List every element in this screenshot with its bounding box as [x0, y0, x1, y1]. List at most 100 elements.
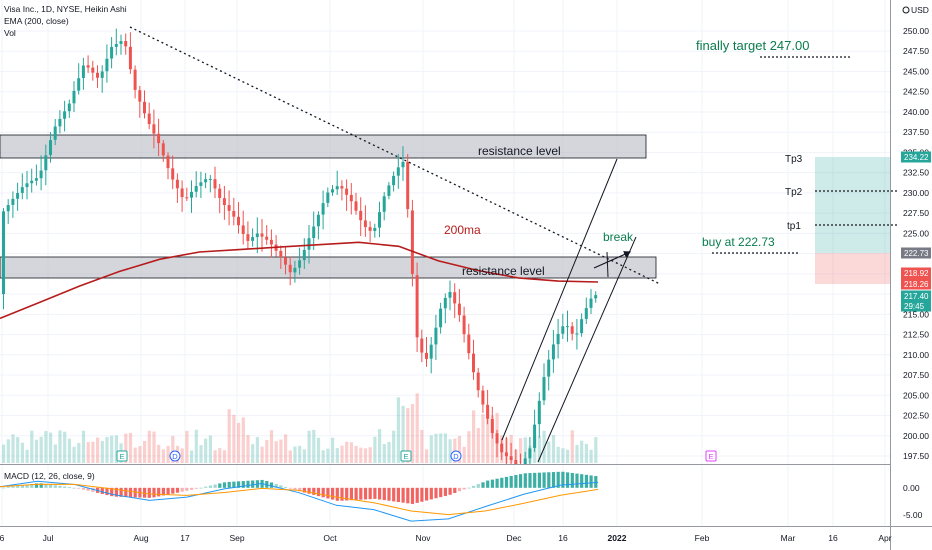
volume-bar	[81, 430, 86, 463]
candle-body	[49, 140, 52, 156]
price-tag: 217.40	[901, 290, 931, 302]
candle-body	[556, 333, 560, 345]
resistance-zone-lower[interactable]	[0, 256, 657, 279]
buy-label: buy at 222.73	[702, 235, 775, 249]
volume-bar	[114, 435, 118, 463]
legend-macd[interactable]: MACD (12, 26, close, 9)	[4, 471, 95, 481]
volume-bar	[232, 414, 236, 463]
price-tick-label: 225.00	[903, 228, 929, 238]
candle-body	[199, 182, 203, 186]
descending-trendline[interactable]	[129, 26, 661, 285]
macd-bar	[392, 487, 396, 502]
macd-bar	[110, 487, 114, 497]
candle-body	[349, 194, 353, 202]
price-tag-label: 222.73	[904, 249, 929, 258]
time-tick-label: Dec	[506, 533, 522, 543]
macd-bar	[561, 471, 565, 488]
candle-body	[194, 186, 198, 192]
volume-bar	[302, 449, 306, 463]
event-marker[interactable]: E	[400, 450, 412, 462]
candle-body	[91, 67, 95, 73]
time-tick-label: Apr	[878, 533, 891, 543]
macd-bar	[194, 487, 198, 489]
price-tag: 218.92	[901, 267, 931, 279]
macd-histogram	[2, 471, 598, 504]
macd-bar	[519, 474, 523, 488]
candle-body	[138, 90, 142, 102]
legend-symbol[interactable]: Visa Inc., 1D, NYSE, Heikin Ashi	[4, 4, 127, 14]
candle-body	[434, 327, 438, 345]
macd-bar	[307, 487, 311, 494]
volume-bar	[457, 435, 462, 463]
resistance-zone-upper[interactable]	[0, 134, 647, 159]
macd-bar	[363, 487, 368, 500]
candle-body	[537, 400, 541, 425]
candle-body	[514, 460, 518, 464]
loss-zone	[815, 253, 890, 284]
macd-signal-line[interactable]	[0, 483, 599, 516]
macd-line[interactable]	[0, 480, 599, 522]
macd-bar	[584, 474, 588, 488]
volume-bar	[547, 441, 551, 463]
event-marker[interactable]: D	[450, 450, 462, 462]
price-tag: 222.73	[901, 247, 931, 259]
candle-body	[509, 456, 513, 460]
candle-body	[171, 168, 175, 180]
event-marker[interactable]: E	[705, 450, 717, 462]
macd-bar	[349, 487, 353, 501]
volume-bar	[25, 449, 29, 463]
time-tick-label: 2022	[608, 533, 627, 543]
legend-ema[interactable]: EMA (200, close)	[4, 16, 69, 26]
volume-bar	[448, 439, 452, 463]
volume-bar	[204, 438, 208, 463]
macd-bar	[472, 485, 476, 488]
macd-bar	[580, 474, 584, 488]
candle-body	[96, 72, 99, 78]
macd-bar	[373, 487, 377, 499]
candle-body	[490, 419, 494, 434]
macd-bar	[185, 487, 189, 491]
event-marker[interactable]: D	[169, 450, 181, 462]
channel-upper-line[interactable]	[501, 158, 618, 441]
candle-body	[359, 210, 363, 221]
macd-bar	[2, 487, 6, 489]
volume-bar	[143, 440, 147, 463]
candle-body	[415, 275, 419, 338]
ema-200-line[interactable]	[0, 241, 599, 320]
macd-bar	[34, 483, 39, 488]
candle-body	[345, 188, 349, 195]
volume-bar	[410, 404, 415, 463]
macd-bar	[279, 485, 283, 488]
volume-bar	[72, 446, 76, 463]
macd-bar	[420, 487, 424, 502]
macd-bar	[537, 472, 541, 488]
macd-bar	[401, 487, 405, 503]
candle-body	[284, 257, 287, 265]
candle-body	[500, 443, 504, 453]
currency-selector[interactable]: USD	[902, 5, 929, 15]
channel-lower-line[interactable]	[537, 236, 637, 463]
break-arrow	[593, 251, 632, 269]
event-marker[interactable]: E	[116, 450, 128, 462]
volume-bar	[345, 441, 349, 463]
macd-bar	[476, 484, 480, 488]
price-tag-label: 29:45	[904, 302, 925, 311]
volume-bar	[401, 405, 405, 463]
time-axis[interactable]: 6 Jul Aug 17 Sep Oct Nov Dec 16 2022 Feb Mar 16 Apr	[0, 533, 892, 543]
candle-body	[133, 69, 137, 90]
macd-bar	[284, 486, 288, 488]
macd-bar	[481, 482, 485, 488]
volume-bar	[340, 445, 344, 463]
legend-vol[interactable]: Vol	[4, 28, 16, 38]
macd-bar	[114, 487, 118, 497]
macd-bar	[100, 487, 104, 494]
volume-bar	[6, 439, 10, 463]
volume-bar	[260, 446, 264, 463]
macd-bar	[453, 487, 457, 494]
macd-bar	[128, 487, 133, 498]
volume-bar	[147, 430, 151, 463]
volume-bar	[124, 433, 128, 463]
macd-bar	[58, 485, 62, 488]
